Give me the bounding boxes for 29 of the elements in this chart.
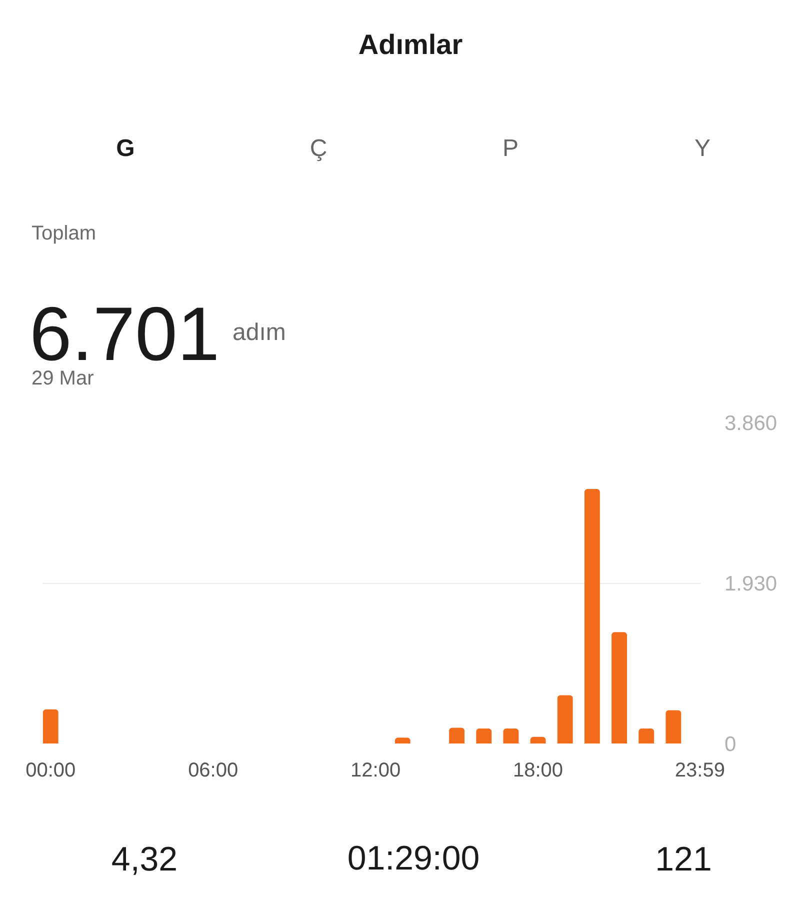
bar bbox=[394, 738, 410, 744]
bar bbox=[612, 632, 627, 744]
x-tick-label: 06:00 bbox=[188, 760, 238, 782]
text: 121 bbox=[655, 840, 712, 878]
bar bbox=[530, 736, 546, 744]
bar bbox=[476, 728, 492, 744]
text: Ç bbox=[310, 135, 328, 162]
bar bbox=[584, 489, 600, 744]
x-tick-label: 00:00 bbox=[26, 760, 76, 782]
text: Y bbox=[694, 135, 711, 162]
text: 4,32 bbox=[111, 840, 178, 878]
y-tick-label: 3.860 bbox=[724, 412, 778, 435]
x-tick-label: 12:00 bbox=[350, 760, 401, 782]
text: Toplam bbox=[32, 222, 96, 244]
x-tick-label: 18:00 bbox=[513, 760, 564, 782]
bar bbox=[557, 695, 573, 744]
y-tick-label: 0 bbox=[724, 733, 736, 756]
bar bbox=[449, 728, 465, 744]
bar bbox=[503, 728, 519, 744]
text: 01:29:00 bbox=[347, 840, 480, 878]
bar bbox=[638, 728, 654, 744]
text: G bbox=[116, 135, 135, 162]
text: P bbox=[502, 135, 519, 162]
x-tick-label: 23:59 bbox=[674, 760, 725, 782]
text: adım bbox=[232, 319, 286, 346]
chart-title: Adımlar bbox=[358, 29, 463, 60]
y-tick-label: 1.930 bbox=[724, 572, 778, 596]
bar bbox=[666, 710, 682, 744]
bar bbox=[42, 709, 58, 744]
